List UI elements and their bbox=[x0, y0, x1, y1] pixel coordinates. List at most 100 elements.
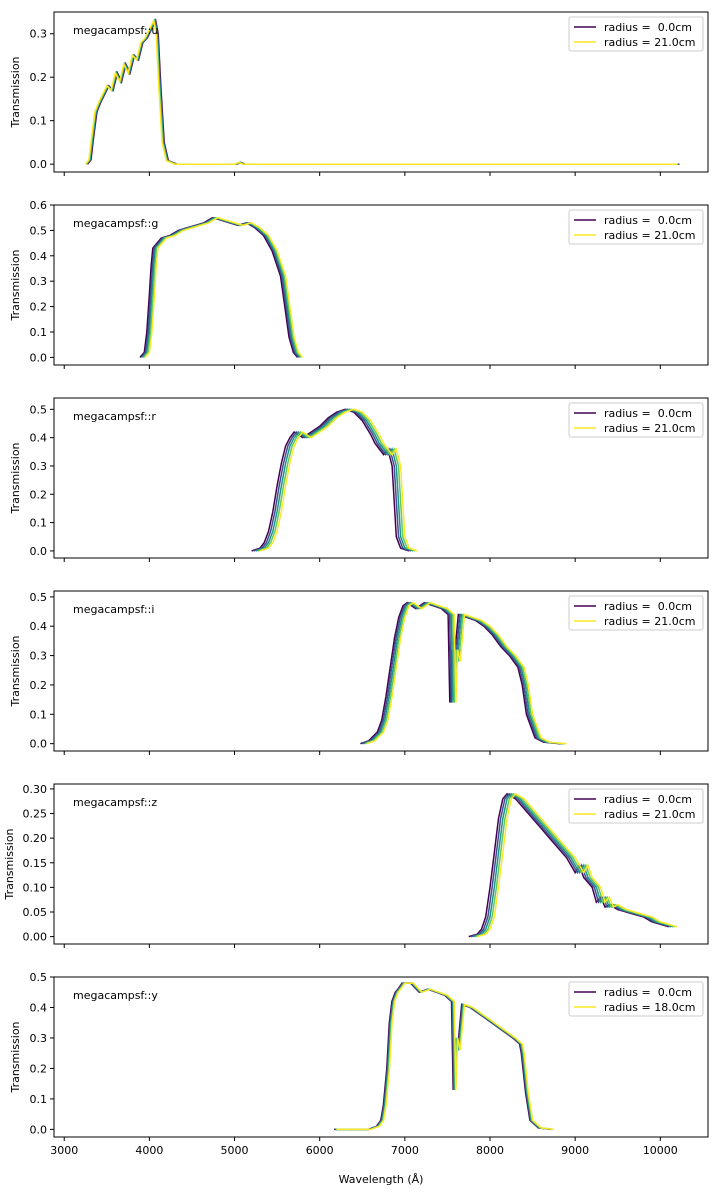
y-tick-label: 0.6 bbox=[30, 199, 48, 212]
legend-label: radius = 21.0cm bbox=[604, 229, 695, 242]
series-line-3 bbox=[255, 408, 414, 552]
legend-box bbox=[568, 402, 704, 438]
y-axis-label: Transmission bbox=[9, 1021, 22, 1093]
legend-label: radius = 0.0cm bbox=[604, 21, 692, 34]
y-tick-label: 0.5 bbox=[30, 403, 48, 416]
series-line-3 bbox=[335, 982, 553, 1131]
legend-box bbox=[568, 595, 704, 631]
axes-frame bbox=[53, 783, 709, 945]
axes-frame bbox=[53, 590, 709, 752]
y-tick-label: 0.1 bbox=[30, 1093, 48, 1106]
legend-box bbox=[568, 16, 704, 52]
panel-3: 0.0 0.1 0.2 0.3 0.4 0.5 Transmission megacampsf… bbox=[9, 397, 709, 562]
y-tick-label: 0.25 bbox=[23, 808, 48, 821]
y-tick-label: 0.10 bbox=[23, 881, 48, 894]
y-axis-label: Transmission bbox=[3, 828, 16, 900]
filter-annotation: megacampsf::i bbox=[73, 603, 154, 616]
y-tick-label: 0.20 bbox=[23, 832, 48, 845]
y-axis-label: Transmission bbox=[9, 442, 22, 514]
axes-frame bbox=[53, 11, 709, 173]
axes-frame bbox=[53, 204, 709, 366]
series-line-5 bbox=[476, 792, 678, 938]
series-line-5 bbox=[366, 601, 567, 745]
legend-box bbox=[568, 209, 704, 245]
x-tick-label: 9000 bbox=[561, 1144, 589, 1157]
y-tick-label: 0.0 bbox=[30, 1123, 48, 1136]
panel-5: 0.00 0.05 0.10 0.15 0.20 0.25 0.30 Transmission… bbox=[3, 783, 709, 948]
panel-4: 0.0 0.1 0.2 0.3 0.4 0.5 Transmission megacampsf… bbox=[9, 590, 709, 755]
x-tick-label: 3000 bbox=[50, 1144, 78, 1157]
series-line-1 bbox=[334, 982, 552, 1131]
series-line-4 bbox=[336, 982, 554, 1131]
y-tick-label: 0.2 bbox=[30, 301, 48, 314]
x-tick-label: 4000 bbox=[135, 1144, 163, 1157]
series-line-2 bbox=[334, 982, 552, 1131]
legend-label: radius = 0.0cm bbox=[604, 793, 692, 806]
y-tick-label: 0.00 bbox=[23, 931, 48, 944]
y-tick-label: 0.0 bbox=[30, 545, 48, 558]
x-tick-label: 6000 bbox=[306, 1144, 334, 1157]
legend-label: radius = 21.0cm bbox=[604, 422, 695, 435]
series-line-4 bbox=[143, 216, 302, 358]
y-tick-label: 0.05 bbox=[23, 906, 48, 919]
legend-label: radius = 0.0cm bbox=[604, 407, 692, 420]
filter-annotation: megacampsf::g bbox=[73, 217, 158, 230]
x-tick-label: 5000 bbox=[221, 1144, 249, 1157]
y-tick-label: 0.5 bbox=[30, 591, 48, 604]
y-tick-label: 0.2 bbox=[30, 679, 48, 692]
x-tick-label: 7000 bbox=[391, 1144, 419, 1157]
y-axis-label: Transmission bbox=[9, 249, 22, 321]
series-line-2 bbox=[361, 601, 563, 745]
y-tick-label: 0.3 bbox=[30, 650, 48, 663]
filter-annotation: megacampsf::y bbox=[73, 989, 158, 1002]
y-tick-label: 0.0 bbox=[30, 158, 48, 171]
y-tick-label: 0.4 bbox=[30, 250, 48, 263]
filter-annotation: megacampsf::z bbox=[73, 796, 157, 809]
y-tick-label: 0.1 bbox=[30, 115, 48, 128]
legend-label: radius = 18.0cm bbox=[604, 1001, 695, 1014]
y-tick-label: 0.1 bbox=[30, 517, 48, 530]
legend-label: radius = 21.0cm bbox=[604, 36, 695, 49]
legend-label: radius = 0.0cm bbox=[604, 600, 692, 613]
axes-frame bbox=[53, 976, 709, 1138]
x-axis-label: Wavelength (Å) bbox=[339, 1173, 424, 1186]
y-tick-label: 0.15 bbox=[23, 857, 48, 870]
panel-2: 0.0 0.1 0.2 0.3 0.4 0.5 0.6 Transmission megacam… bbox=[9, 199, 709, 369]
x-tick-label: 8000 bbox=[476, 1144, 504, 1157]
y-tick-label: 0.5 bbox=[30, 224, 48, 237]
filter-annotation: megacampsf::r bbox=[73, 410, 156, 423]
series-line-5 bbox=[144, 216, 304, 358]
legend-box bbox=[568, 981, 704, 1017]
y-tick-label: 0.0 bbox=[30, 351, 48, 364]
legend-label: radius = 21.0cm bbox=[604, 615, 695, 628]
y-tick-label: 0.2 bbox=[30, 1062, 48, 1075]
y-tick-label: 0.3 bbox=[30, 275, 48, 288]
y-tick-label: 0.2 bbox=[30, 71, 48, 84]
legend-label: radius = 0.0cm bbox=[604, 214, 692, 227]
y-tick-label: 0.5 bbox=[30, 971, 48, 984]
series-line-5 bbox=[84, 18, 678, 165]
filter-annotation: megacampsf::u bbox=[73, 24, 158, 37]
y-tick-label: 0.4 bbox=[30, 432, 48, 445]
series-line-4 bbox=[257, 408, 416, 552]
panel-6: 0.0 0.1 0.2 0.3 0.4 0.5 3000 4000 5000 6000 7000 80… bbox=[9, 971, 709, 1157]
y-tick-label: 0.2 bbox=[30, 488, 48, 501]
y-axis-label: Transmission bbox=[9, 56, 22, 128]
y-tick-label: 0.1 bbox=[30, 708, 48, 721]
y-axis-label: Transmission bbox=[9, 635, 22, 707]
x-tick-label: 10000 bbox=[643, 1144, 678, 1157]
series-line-5 bbox=[259, 408, 418, 552]
y-tick-label: 0.30 bbox=[23, 783, 48, 796]
legend-box bbox=[568, 788, 704, 824]
y-tick-label: 0.3 bbox=[30, 1032, 48, 1045]
y-tick-label: 0.0 bbox=[30, 738, 48, 751]
series-line-1 bbox=[360, 601, 561, 745]
legend-label: radius = 21.0cm bbox=[604, 808, 695, 821]
y-tick-label: 0.3 bbox=[30, 28, 48, 41]
legend-label: radius = 0.0cm bbox=[604, 986, 692, 999]
y-tick-label: 0.3 bbox=[30, 460, 48, 473]
series-line-5 bbox=[336, 982, 554, 1131]
